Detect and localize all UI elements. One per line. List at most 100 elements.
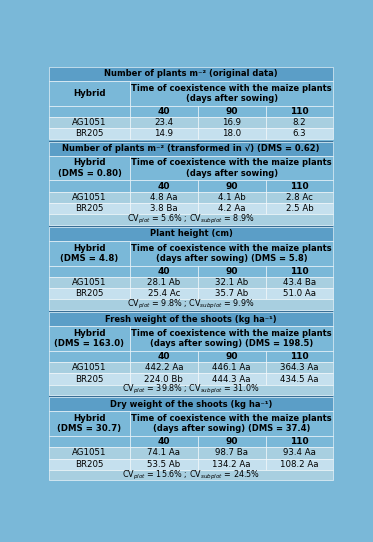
Bar	[198, 436, 266, 447]
Text: 74.1 Aa: 74.1 Aa	[147, 448, 181, 457]
Bar	[130, 411, 333, 436]
Bar	[198, 192, 266, 203]
Bar	[266, 180, 333, 192]
Text: 434.5 Aa: 434.5 Aa	[280, 375, 319, 384]
Text: Hybrid
(DMS = 0.80): Hybrid (DMS = 0.80)	[57, 158, 121, 178]
Bar	[266, 277, 333, 288]
Bar	[130, 459, 198, 470]
Bar	[130, 351, 198, 362]
Text: Time of coexistence with the maize plants
(days after sowing) (DMS = 5.8): Time of coexistence with the maize plant…	[131, 243, 332, 263]
Bar	[49, 141, 333, 142]
Text: Time of coexistence with the maize plants
(days after sowing) (DMS = 198.5): Time of coexistence with the maize plant…	[131, 328, 332, 348]
Text: AG1051: AG1051	[72, 118, 107, 127]
Text: 446.1 Aa: 446.1 Aa	[213, 363, 251, 372]
Text: 25.4 Ac: 25.4 Ac	[148, 289, 180, 298]
Text: 110: 110	[290, 437, 309, 446]
Text: Hybrid
(DMS = 4.8): Hybrid (DMS = 4.8)	[60, 243, 119, 263]
Bar	[49, 81, 130, 106]
Text: 18.0: 18.0	[222, 130, 241, 138]
Bar	[130, 266, 198, 277]
Text: 40: 40	[158, 182, 170, 191]
Text: 40: 40	[158, 267, 170, 276]
Bar	[130, 81, 333, 106]
Text: 90: 90	[225, 437, 238, 446]
Bar	[49, 288, 130, 299]
Text: Hybrid
(DMS = 30.7): Hybrid (DMS = 30.7)	[57, 414, 122, 433]
Text: Fresh weight of the shoots (kg ha⁻¹): Fresh weight of the shoots (kg ha⁻¹)	[105, 314, 277, 324]
Bar	[49, 470, 333, 480]
Text: 51.0 Aa: 51.0 Aa	[283, 289, 316, 298]
Text: 53.5 Ab: 53.5 Ab	[147, 460, 181, 469]
Bar	[198, 362, 266, 373]
Bar	[198, 288, 266, 299]
Bar	[49, 459, 130, 470]
Text: 40: 40	[158, 437, 170, 446]
Bar	[130, 128, 198, 139]
Text: AG1051: AG1051	[72, 193, 107, 202]
Text: Hybrid: Hybrid	[73, 89, 106, 98]
Bar	[130, 447, 198, 459]
Bar	[198, 203, 266, 214]
Bar	[266, 192, 333, 203]
Bar	[266, 351, 333, 362]
Bar	[49, 203, 130, 214]
Text: 110: 110	[290, 107, 309, 116]
Text: BR205: BR205	[75, 130, 104, 138]
Text: 90: 90	[225, 352, 238, 361]
Bar	[49, 436, 130, 447]
Bar	[198, 117, 266, 128]
Text: BR205: BR205	[75, 204, 104, 213]
Text: 8.2: 8.2	[293, 118, 306, 127]
Text: AG1051: AG1051	[72, 448, 107, 457]
Bar	[266, 106, 333, 117]
Text: 442.2 Aa: 442.2 Aa	[145, 363, 183, 372]
Bar	[198, 180, 266, 192]
Bar	[49, 241, 130, 266]
Text: Time of coexistence with the maize plants
(days after sowing): Time of coexistence with the maize plant…	[131, 83, 332, 103]
Text: Plant height (cm): Plant height (cm)	[150, 229, 233, 238]
Text: CV$_{plot}$ = 5.6% ; CV$_{subplot}$ = 8.9%: CV$_{plot}$ = 5.6% ; CV$_{subplot}$ = 8.…	[127, 213, 255, 226]
Bar	[130, 373, 198, 385]
Text: 23.4: 23.4	[154, 118, 173, 127]
Bar	[266, 436, 333, 447]
Bar	[49, 326, 130, 351]
Text: 110: 110	[290, 352, 309, 361]
Bar	[130, 156, 333, 180]
Bar	[266, 447, 333, 459]
Text: 90: 90	[225, 107, 238, 116]
Text: AG1051: AG1051	[72, 278, 107, 287]
Text: Hybrid
(DMS = 163.0): Hybrid (DMS = 163.0)	[54, 328, 125, 348]
Text: 4.2 Aa: 4.2 Aa	[218, 204, 245, 213]
Bar	[266, 128, 333, 139]
Bar	[130, 192, 198, 203]
Bar	[49, 156, 130, 180]
Bar	[49, 385, 333, 395]
Bar	[266, 117, 333, 128]
Bar	[49, 373, 130, 385]
Text: Time of coexistence with the maize plants
(days after sowing): Time of coexistence with the maize plant…	[131, 158, 332, 178]
Text: 110: 110	[290, 267, 309, 276]
Text: 4.1 Ab: 4.1 Ab	[218, 193, 245, 202]
Bar	[198, 266, 266, 277]
Text: 3.8 Ba: 3.8 Ba	[150, 204, 178, 213]
Text: 90: 90	[225, 267, 238, 276]
Bar	[49, 362, 130, 373]
Text: BR205: BR205	[75, 460, 104, 469]
Bar	[198, 106, 266, 117]
Text: Time of coexistence with the maize plants
(days after sowing) (DMS = 37.4): Time of coexistence with the maize plant…	[131, 414, 332, 433]
Bar	[49, 128, 130, 139]
Bar	[49, 311, 333, 312]
Bar	[49, 117, 130, 128]
Bar	[198, 447, 266, 459]
Text: 40: 40	[158, 352, 170, 361]
Bar	[49, 142, 333, 156]
Bar	[130, 203, 198, 214]
Bar	[266, 373, 333, 385]
Text: 98.7 Ba: 98.7 Ba	[215, 448, 248, 457]
Text: 28.1 Ab: 28.1 Ab	[147, 278, 181, 287]
Text: 14.9: 14.9	[154, 130, 173, 138]
Bar	[266, 288, 333, 299]
Bar	[198, 128, 266, 139]
Bar	[130, 288, 198, 299]
Bar	[130, 326, 333, 351]
